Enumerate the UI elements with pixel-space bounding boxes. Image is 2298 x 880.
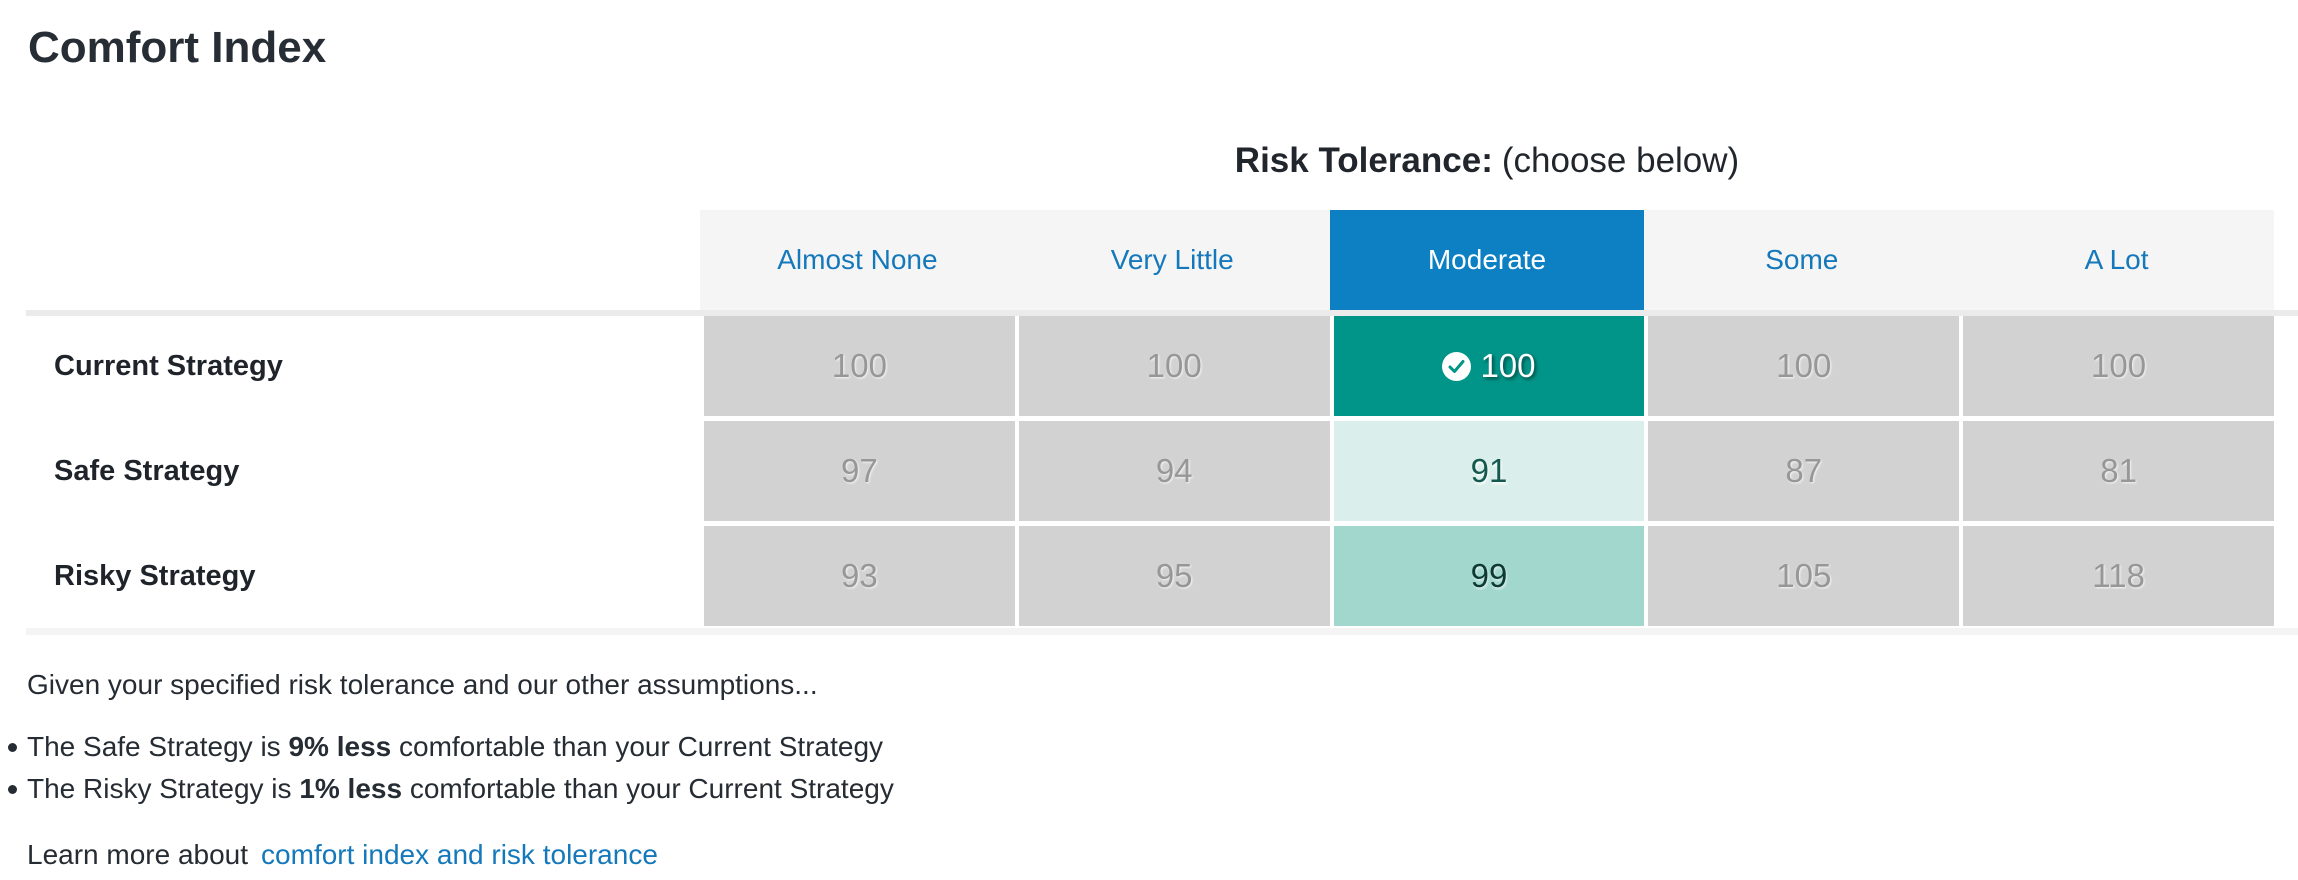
table-bottom-divider [26,628,2298,635]
risk-option-very-little[interactable]: Very Little [1110,244,1234,275]
bullet-risky-suffix: comfortable than your Current Strategy [402,773,894,804]
cell-risky-very-little: 95 [1018,526,1330,626]
bullet-safe-suffix: comfortable than your Current Strategy [391,731,884,762]
table-row-current-strategy: Current Strategy 100 100 100 100 100 [0,316,2274,416]
risk-option-some[interactable]: Some [1765,244,1839,275]
cell-risky-a-lot: 118 [1963,526,2274,626]
cell-risky-some: 105 [1648,526,1960,626]
learn-more-label: Learn more about [27,839,249,870]
risk-option-almost-none[interactable]: Almost None [777,244,938,275]
risk-option-a-lot[interactable]: A Lot [2084,244,2149,275]
cell-safe-almost-none: 97 [704,421,1015,521]
cell-safe-some: 87 [1648,421,1960,521]
page-title: Comfort Index [28,23,327,72]
risk-tolerance-hint: (choose below) [1501,141,1740,180]
learn-more-line: Learn more about comfort index and risk t… [27,840,658,870]
risk-tolerance-heading: Risk Tolerance: (choose below) [700,138,2274,184]
risk-tolerance-options: Almost None Very Little Moderate Some A … [700,210,2274,310]
risk-tolerance-label: Risk Tolerance: [1234,141,1493,180]
cell-risky-almost-none: 93 [704,526,1015,626]
header-divider [26,310,2298,316]
cell-current-some: 100 [1648,316,1960,416]
risk-option-moderate-selected[interactable]: Moderate [1329,210,1645,310]
bullet-safe-prefix: The Safe Strategy is [27,731,289,762]
cell-current-moderate-value: 100 [1480,347,1536,384]
bullet-risky-prefix: The Risky Strategy is [27,773,300,804]
bullet-safe-emphasis: 9% less [288,731,392,762]
summary-bullet-list: The Safe Strategy is 9% less comfortable… [8,726,894,810]
comfort-index-table: Almost None Very Little Moderate Some A … [0,210,2298,635]
header-row-spacer [0,210,700,310]
selected-check-icon [1442,351,1472,381]
cell-current-almost-none: 100 [704,316,1015,416]
cell-risky-moderate-selected: 99 [1333,526,1645,626]
cell-safe-moderate-selected: 91 [1333,421,1645,521]
cell-current-a-lot: 100 [1963,316,2274,416]
summary-intro: Given your specified risk tolerance and … [27,669,818,700]
cell-safe-very-little: 94 [1018,421,1330,521]
summary-bullet-safe: The Safe Strategy is 9% less comfortable… [8,726,894,768]
cell-current-very-little: 100 [1018,316,1330,416]
risk-tolerance-header-row: Almost None Very Little Moderate Some A … [0,210,2274,310]
summary-bullet-risky: The Risky Strategy is 1% less comfortabl… [8,768,894,810]
row-label-risky-strategy: Risky Strategy [54,559,256,592]
cell-current-moderate-selected: 100 [1333,316,1645,416]
learn-more-link[interactable]: comfort index and risk tolerance [261,839,658,870]
bullet-risky-emphasis: 1% less [299,773,403,804]
row-label-safe-strategy: Safe Strategy [54,454,240,487]
cell-safe-a-lot: 81 [1963,421,2274,521]
row-label-current-strategy: Current Strategy [54,349,283,382]
table-row-risky-strategy: Risky Strategy 93 95 99 105 118 [0,526,2274,626]
table-row-safe-strategy: Safe Strategy 97 94 91 87 81 [0,421,2274,521]
